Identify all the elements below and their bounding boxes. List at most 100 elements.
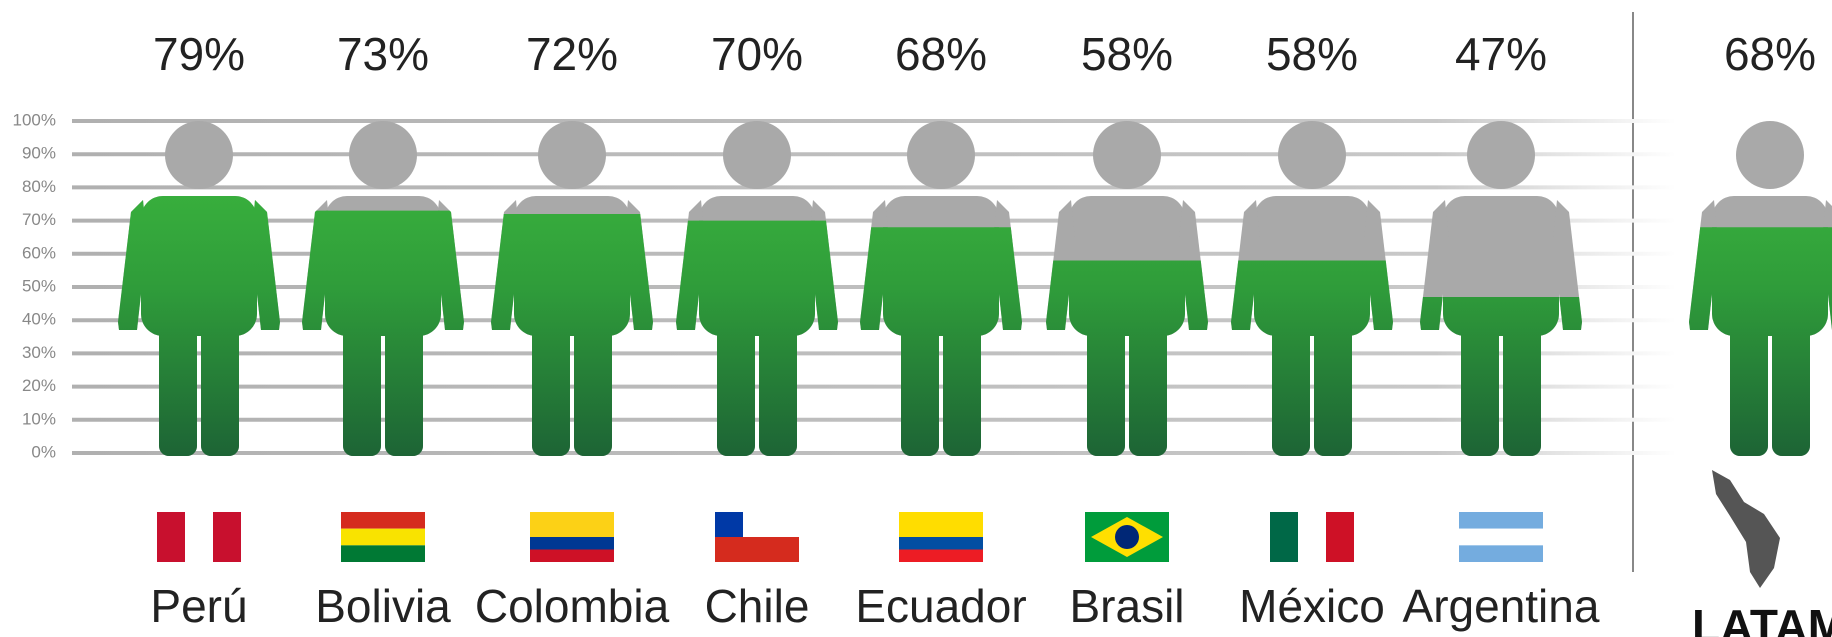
flag-stripe — [1459, 528, 1543, 546]
figure-fill — [1689, 227, 1832, 456]
y-tick-label: 50% — [22, 276, 56, 295]
x-tick-label: Ecuador — [855, 580, 1026, 632]
arm — [1420, 296, 1443, 330]
leg — [532, 320, 570, 456]
flag-stripe — [1326, 512, 1354, 562]
value-label: 73% — [337, 28, 429, 80]
leg — [159, 320, 197, 456]
flag-stripe — [341, 512, 425, 529]
figure-fill — [491, 213, 653, 456]
leg — [1730, 320, 1768, 456]
torso — [325, 210, 441, 336]
value-label: 79% — [153, 28, 245, 80]
figure-fill — [860, 227, 1022, 456]
torso — [1254, 260, 1370, 336]
arm — [809, 220, 838, 330]
head — [1278, 121, 1346, 189]
arm — [993, 227, 1022, 330]
x-tick-label: Brasil — [1069, 580, 1184, 632]
torso — [141, 196, 257, 336]
y-tick-label: 60% — [22, 243, 56, 262]
leg — [717, 320, 755, 456]
x-tick-label: Colombia — [475, 580, 670, 632]
flag — [530, 512, 614, 562]
x-tick-label: Argentina — [1403, 580, 1600, 632]
value-label: 58% — [1081, 28, 1173, 80]
head — [1467, 121, 1535, 189]
flag-canton — [715, 512, 743, 537]
flag-stripe — [341, 545, 425, 562]
leg — [759, 320, 797, 456]
leg — [1272, 320, 1310, 456]
leg — [1314, 320, 1352, 456]
leg — [343, 320, 381, 456]
leg — [1129, 320, 1167, 456]
flag-stripe — [715, 537, 799, 562]
value-label: 47% — [1455, 28, 1547, 80]
figure-fill — [118, 196, 280, 456]
flag-globe — [1115, 525, 1139, 549]
flag-stripe — [157, 512, 185, 562]
flag-stripe — [1298, 512, 1326, 562]
y-tick-label: 40% — [22, 310, 56, 329]
x-tick-label: Perú — [150, 580, 247, 632]
flag-stripe — [530, 537, 614, 550]
head — [538, 121, 606, 189]
arm — [1181, 260, 1208, 330]
torso — [514, 213, 630, 336]
figure-fill — [1231, 260, 1393, 456]
flag-stripe — [899, 537, 983, 550]
arm — [1822, 227, 1832, 330]
y-tick-label: 20% — [22, 376, 56, 395]
figure-fill — [302, 210, 464, 456]
figure-fill — [676, 220, 838, 456]
total-label: LATAM — [1692, 600, 1832, 637]
flag — [715, 512, 799, 562]
arm — [1366, 260, 1393, 330]
head — [907, 121, 975, 189]
flag-stripe — [213, 512, 241, 562]
y-tick-label: 30% — [22, 343, 56, 362]
arm — [1559, 296, 1582, 330]
leg — [201, 320, 239, 456]
torso — [883, 227, 999, 336]
figure-empty — [1420, 121, 1582, 456]
value-label: 68% — [1724, 28, 1816, 80]
torso — [1069, 260, 1185, 336]
y-tick-label: 0% — [31, 442, 56, 461]
flag — [1459, 512, 1543, 562]
leg — [1772, 320, 1810, 456]
head — [1093, 121, 1161, 189]
y-tick-label: 10% — [22, 409, 56, 428]
flag-stripe — [1459, 512, 1543, 529]
x-tick-label: Chile — [705, 580, 810, 632]
x-tick-label: México — [1239, 580, 1385, 632]
torso — [1712, 227, 1828, 336]
leg — [1087, 320, 1125, 456]
figure-fill — [1420, 296, 1582, 456]
flag — [1270, 512, 1354, 562]
flag-stripe — [899, 549, 983, 562]
flag-stripe — [185, 512, 213, 562]
flag-stripe — [530, 549, 614, 562]
arm — [302, 210, 331, 330]
leg — [385, 320, 423, 456]
head — [723, 121, 791, 189]
flag — [1085, 512, 1169, 562]
head — [165, 121, 233, 189]
flag-stripe — [1270, 512, 1298, 562]
value-label: 70% — [711, 28, 803, 80]
value-label: 58% — [1266, 28, 1358, 80]
flag — [899, 512, 983, 562]
arm — [676, 220, 705, 330]
flag-stripe — [341, 528, 425, 546]
flag-stripe — [899, 512, 983, 537]
arm — [491, 213, 520, 330]
y-tick-label: 70% — [22, 210, 56, 229]
leg — [1461, 320, 1499, 456]
torso — [699, 220, 815, 336]
flag-stripe — [530, 512, 614, 537]
x-tick-label: Bolivia — [315, 580, 451, 632]
